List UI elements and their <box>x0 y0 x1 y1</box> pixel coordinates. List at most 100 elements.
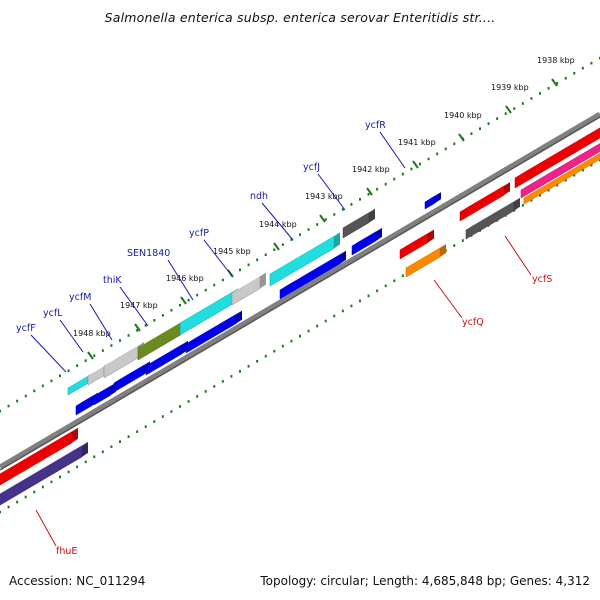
scale-dot-upper <box>504 112 507 115</box>
label-ndh: ndh <box>250 191 268 202</box>
gene-blue-4-top <box>146 340 188 366</box>
label-ycfL-leader <box>59 319 84 353</box>
gene-blue-6-top <box>280 250 346 290</box>
scale-dot-lower <box>521 204 524 207</box>
gene-ycfP <box>231 272 266 306</box>
scale-dot-upper <box>496 117 499 120</box>
scale-tick-label: 1946 kbp <box>166 274 204 283</box>
scale-dot-lower <box>359 299 361 303</box>
scale-tick-label: 1947 kbp <box>120 301 158 310</box>
gene-red-3 <box>514 127 600 189</box>
scale-dot-lower <box>59 475 61 479</box>
scale-dot-lower <box>333 314 336 318</box>
gene-blue-6-side <box>340 250 346 264</box>
scale-dot-lower <box>264 354 267 358</box>
scale-dot-upper <box>136 329 139 332</box>
scale-dot-lower <box>33 490 36 494</box>
scale-dot-upper <box>564 76 567 80</box>
gene-ycfR-top <box>425 192 441 202</box>
scale-dot-lower <box>187 400 190 403</box>
scale-dot-lower <box>239 370 241 373</box>
label-fhuE-leader <box>35 509 57 547</box>
scale-dot-upper <box>333 213 336 216</box>
scale-dot-lower <box>461 239 464 242</box>
gene-ycfQ <box>405 244 446 278</box>
scale-dot-upper <box>521 102 524 105</box>
label-SEN1840-leader <box>167 259 194 301</box>
scale-dot-lower <box>539 194 541 197</box>
gene-red-1 <box>399 229 434 260</box>
gene-blue-2-top <box>94 382 116 396</box>
scale-dot-upper <box>256 258 259 262</box>
scale-dot-lower <box>204 390 207 393</box>
gene-ycfR-side <box>435 192 441 204</box>
scale-dot-upper <box>427 157 430 161</box>
scale-tick-label: 1938 kbp <box>537 56 575 65</box>
scale-dot-lower <box>401 274 404 278</box>
scale-dot-lower <box>230 375 233 378</box>
scale-dot-lower <box>547 188 550 192</box>
scale-dot-lower <box>590 163 593 167</box>
scale-dot-upper <box>179 303 181 307</box>
scale-dot-lower <box>153 420 156 423</box>
gene-ycfJ-top <box>343 208 375 228</box>
gene-blue-2 <box>93 382 116 406</box>
scale-dot-upper <box>393 177 396 181</box>
label-ycfF: ycfF <box>16 323 36 334</box>
gene-ndh-top <box>270 232 340 274</box>
gene-red-2-top <box>460 182 510 212</box>
scale-dot-upper <box>513 107 516 110</box>
label-ycfS-leader <box>504 235 532 276</box>
scale-dot-upper <box>24 394 27 398</box>
gene-ycfL-front <box>87 366 105 386</box>
scale-dot-upper <box>367 192 370 196</box>
scale-dot-lower <box>307 329 310 333</box>
scale-dot-lower <box>161 415 164 418</box>
gene-ycfR <box>424 192 441 210</box>
scale-dot-lower <box>273 349 276 353</box>
scale-dot-upper <box>16 399 19 403</box>
scale-dot-lower <box>384 284 387 288</box>
scale-dot-lower <box>119 440 121 443</box>
scale-dot-lower <box>179 405 181 408</box>
scale-tick <box>366 187 373 196</box>
scale-dot-lower <box>84 460 87 464</box>
scale-dot-lower <box>256 359 259 363</box>
scale-dot-upper <box>281 243 284 246</box>
scale-dot-lower <box>41 485 44 489</box>
gene-magenta-front <box>520 143 600 199</box>
scale-dot-lower <box>367 294 370 298</box>
label-ycfF-leader <box>30 334 67 373</box>
scale-dot-upper <box>67 369 70 373</box>
label-ycfR-leader <box>379 131 406 169</box>
scale-dot-lower <box>341 309 344 313</box>
gene-ycfJ <box>342 208 375 239</box>
gene-magenta <box>520 143 600 199</box>
scale-dot-upper <box>350 203 353 206</box>
gene-blue-5-top <box>186 310 242 344</box>
scale-tick-label: 1939 kbp <box>491 83 529 92</box>
gene-blue-5-side <box>236 310 242 324</box>
scale-dot-upper <box>41 384 44 388</box>
label-SEN1840: SEN1840 <box>127 248 170 259</box>
gene-red-left-top <box>0 427 78 475</box>
scale-tick-label: 1941 kbp <box>398 138 436 147</box>
scale-tick-label: 1948 kbp <box>73 329 111 338</box>
gene-red-1-top <box>400 229 434 250</box>
backbone-shadow <box>0 116 600 471</box>
scale-dot-lower <box>213 385 216 388</box>
scale-dot-upper <box>307 228 310 231</box>
scale-dot-upper <box>470 132 473 136</box>
scale-tick-label: 1943 kbp <box>305 192 343 201</box>
scale-dot-lower <box>376 289 379 293</box>
scale-dot-upper <box>290 238 293 241</box>
scale-tick-label: 1942 kbp <box>352 165 390 174</box>
scale-tick <box>273 242 280 251</box>
label-thiK-leader <box>119 286 149 327</box>
scale-dot-lower <box>564 178 567 182</box>
map-title: Salmonella enterica subsp. enterica sero… <box>104 10 496 25</box>
scale-dot-lower <box>247 364 250 368</box>
gene-orange-2 <box>523 152 600 205</box>
scale-tick <box>319 214 326 223</box>
